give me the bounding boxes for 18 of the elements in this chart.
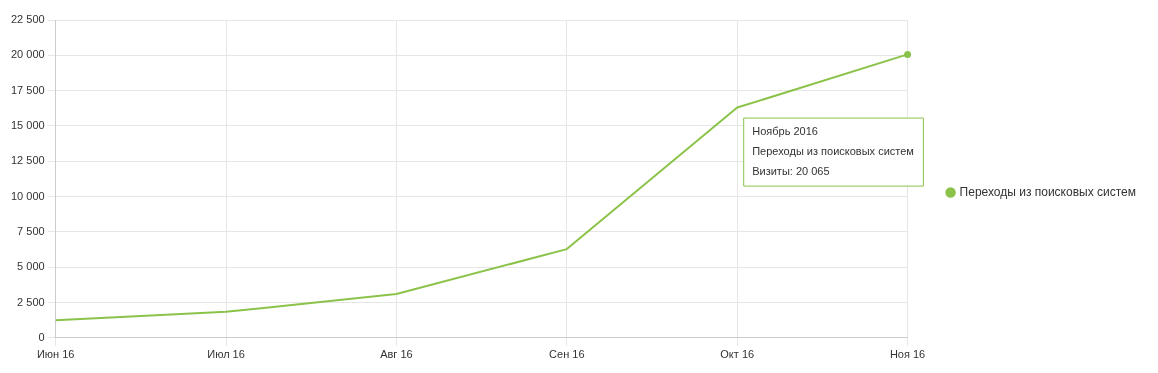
annotation: Ноябрь 2016 Переходы из поисковых систем Визиты: 20 065 [752,124,914,177]
y-tick-label: 2 500 [17,295,45,308]
y-tick-label: 15 000 [10,118,45,131]
x-tick-label: Окт 16 [720,348,755,361]
y-tick-label: 20 000 [10,48,45,61]
x-tick-label: Июн 16 [36,348,75,361]
x-tick-label: Авг 16 [380,348,413,361]
y-tick-label: 22 500 [10,13,45,26]
y-tick-label: 7 500 [17,224,45,237]
x-tick-label: Ноя 16 [889,348,926,361]
y-tick-label: 10 000 [10,189,45,202]
y-tick-label: 5 000 [17,260,45,273]
x-tick-label: Июл 16 [207,348,245,361]
legend-label: Переходы из поисковых систем [959,184,1137,199]
y-tick-label: 12 500 [10,154,45,167]
x-tick-label: Сен 16 [549,348,585,361]
y-tick-label: 0 [38,330,45,343]
y-tick-label: 17 500 [10,83,45,96]
